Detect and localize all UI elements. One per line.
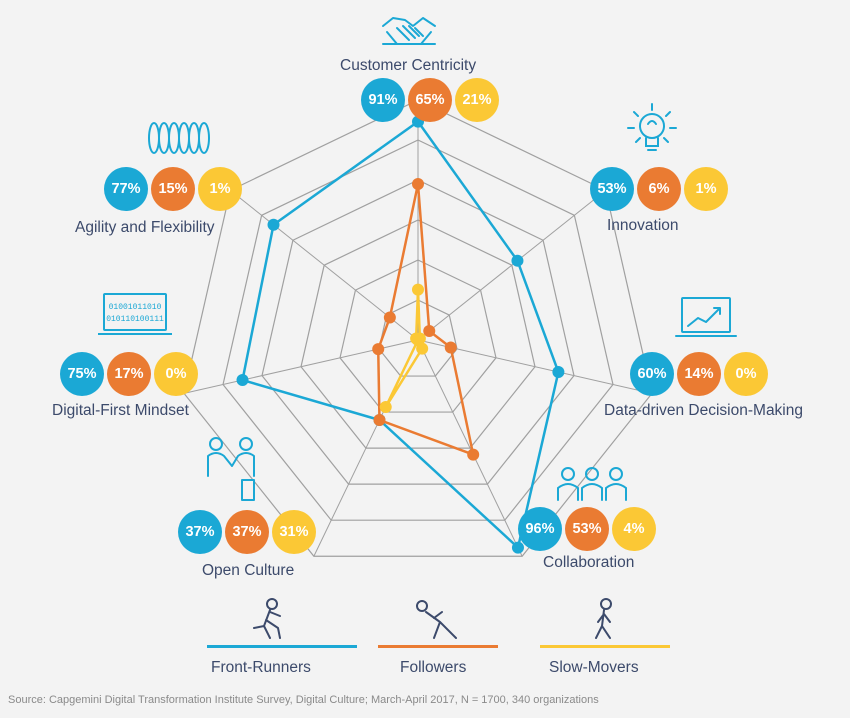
- people-group-icon: [557, 467, 627, 501]
- badge-followers: 15%: [151, 167, 195, 211]
- running-person-icon: [253, 598, 281, 639]
- badge-slow-movers: 1%: [684, 167, 728, 211]
- grid-ring: [222, 139, 614, 521]
- legend-label-front-runners: Front-Runners: [211, 659, 311, 676]
- axis-label-digital-first: Digital-First Mindset: [52, 402, 189, 419]
- badge-front-runners: 91%: [361, 78, 405, 122]
- badge-followers: 17%: [107, 352, 151, 396]
- legend-line-front-runners: [207, 645, 357, 648]
- badge-slow-movers: 31%: [272, 510, 316, 554]
- grid-spoke: [417, 339, 653, 394]
- data-point-front-runners-1: [511, 254, 524, 267]
- walking-person-icon: [595, 598, 612, 639]
- badge-front-runners: 77%: [104, 167, 148, 211]
- axis-label-open-culture: Open Culture: [202, 562, 295, 579]
- lightbulb-icon: [627, 103, 677, 151]
- laptop-chart-icon: [675, 297, 737, 337]
- badge-followers: 14%: [677, 352, 721, 396]
- svg-text:010110100111: 010110100111: [106, 315, 164, 324]
- badge-front-runners: 60%: [630, 352, 674, 396]
- data-point-followers-2: [444, 341, 457, 354]
- badge-front-runners: 53%: [590, 167, 634, 211]
- data-point-front-runners-2: [552, 366, 565, 379]
- data-point-front-runners-5: [236, 374, 249, 387]
- badge-slow-movers: 0%: [154, 352, 198, 396]
- grid-ring: [261, 179, 575, 485]
- data-point-followers-1: [423, 325, 436, 338]
- data-point-slow-movers-0: [412, 283, 424, 296]
- badge-front-runners: 75%: [60, 352, 104, 396]
- badge-followers: 6%: [637, 167, 681, 211]
- binary-laptop-icon: 01001011010 010110100111: [98, 293, 172, 335]
- data-point-slow-movers-4: [379, 401, 392, 414]
- data-point-followers-0: [412, 178, 424, 190]
- legend-line-slow-movers: [540, 645, 670, 648]
- spring-coil-icon: [148, 122, 210, 154]
- badge-front-runners: 37%: [178, 510, 222, 554]
- handshake-icon: [382, 17, 436, 45]
- axis-label-collaboration: Collaboration: [543, 554, 635, 571]
- badges-data-driven: 60% 14% 0%: [630, 352, 768, 396]
- data-point-followers-3: [467, 448, 480, 461]
- legend-label-followers: Followers: [400, 659, 467, 676]
- pushing-person-icon: [416, 600, 457, 639]
- badge-slow-movers: 0%: [724, 352, 768, 396]
- badge-slow-movers: 21%: [455, 78, 499, 122]
- badges-innovation: 53% 6% 1%: [590, 167, 728, 211]
- grid-spoke: [417, 339, 523, 557]
- badge-slow-movers: 4%: [612, 507, 656, 551]
- badge-followers: 53%: [565, 507, 609, 551]
- grid-ring: [300, 219, 536, 449]
- data-point-slow-movers-6: [410, 332, 423, 345]
- data-point-front-runners-6: [267, 218, 280, 231]
- svg-text:01001011010: 01001011010: [109, 303, 162, 312]
- grid-ring: [339, 259, 497, 413]
- legend-line-followers: [378, 645, 498, 648]
- data-point-followers-6: [383, 311, 396, 324]
- badges-open-culture: 37% 37% 31%: [178, 510, 316, 554]
- data-point-followers-4: [373, 414, 386, 427]
- legend-label-slow-movers: Slow-Movers: [549, 659, 639, 676]
- grid-ring: [183, 99, 653, 557]
- source-note: Source: Capgemini Digital Transformation…: [8, 694, 599, 706]
- axis-label-agility: Agility and Flexibility: [75, 219, 215, 236]
- two-people-icon: [207, 437, 255, 501]
- badges-digital-first: 75% 17% 0%: [60, 352, 198, 396]
- badge-front-runners: 96%: [518, 507, 562, 551]
- series-line-front-runners: [241, 120, 560, 549]
- grid-spoke: [417, 189, 606, 341]
- badges-customer-centricity: 91% 65% 21%: [361, 78, 499, 122]
- badge-slow-movers: 1%: [198, 167, 242, 211]
- badge-followers: 37%: [225, 510, 269, 554]
- badges-agility: 77% 15% 1%: [104, 167, 242, 211]
- data-point-followers-5: [372, 343, 385, 356]
- badge-followers: 65%: [408, 78, 452, 122]
- data-point-front-runners-3: [511, 541, 524, 554]
- radar-series: [236, 115, 565, 554]
- axis-label-innovation: Innovation: [607, 217, 679, 234]
- axis-label-customer-centricity: Customer Centricity: [340, 57, 477, 74]
- badges-collaboration: 96% 53% 4%: [518, 507, 656, 551]
- axis-label-data-driven: Data-driven Decision-Making: [604, 402, 803, 419]
